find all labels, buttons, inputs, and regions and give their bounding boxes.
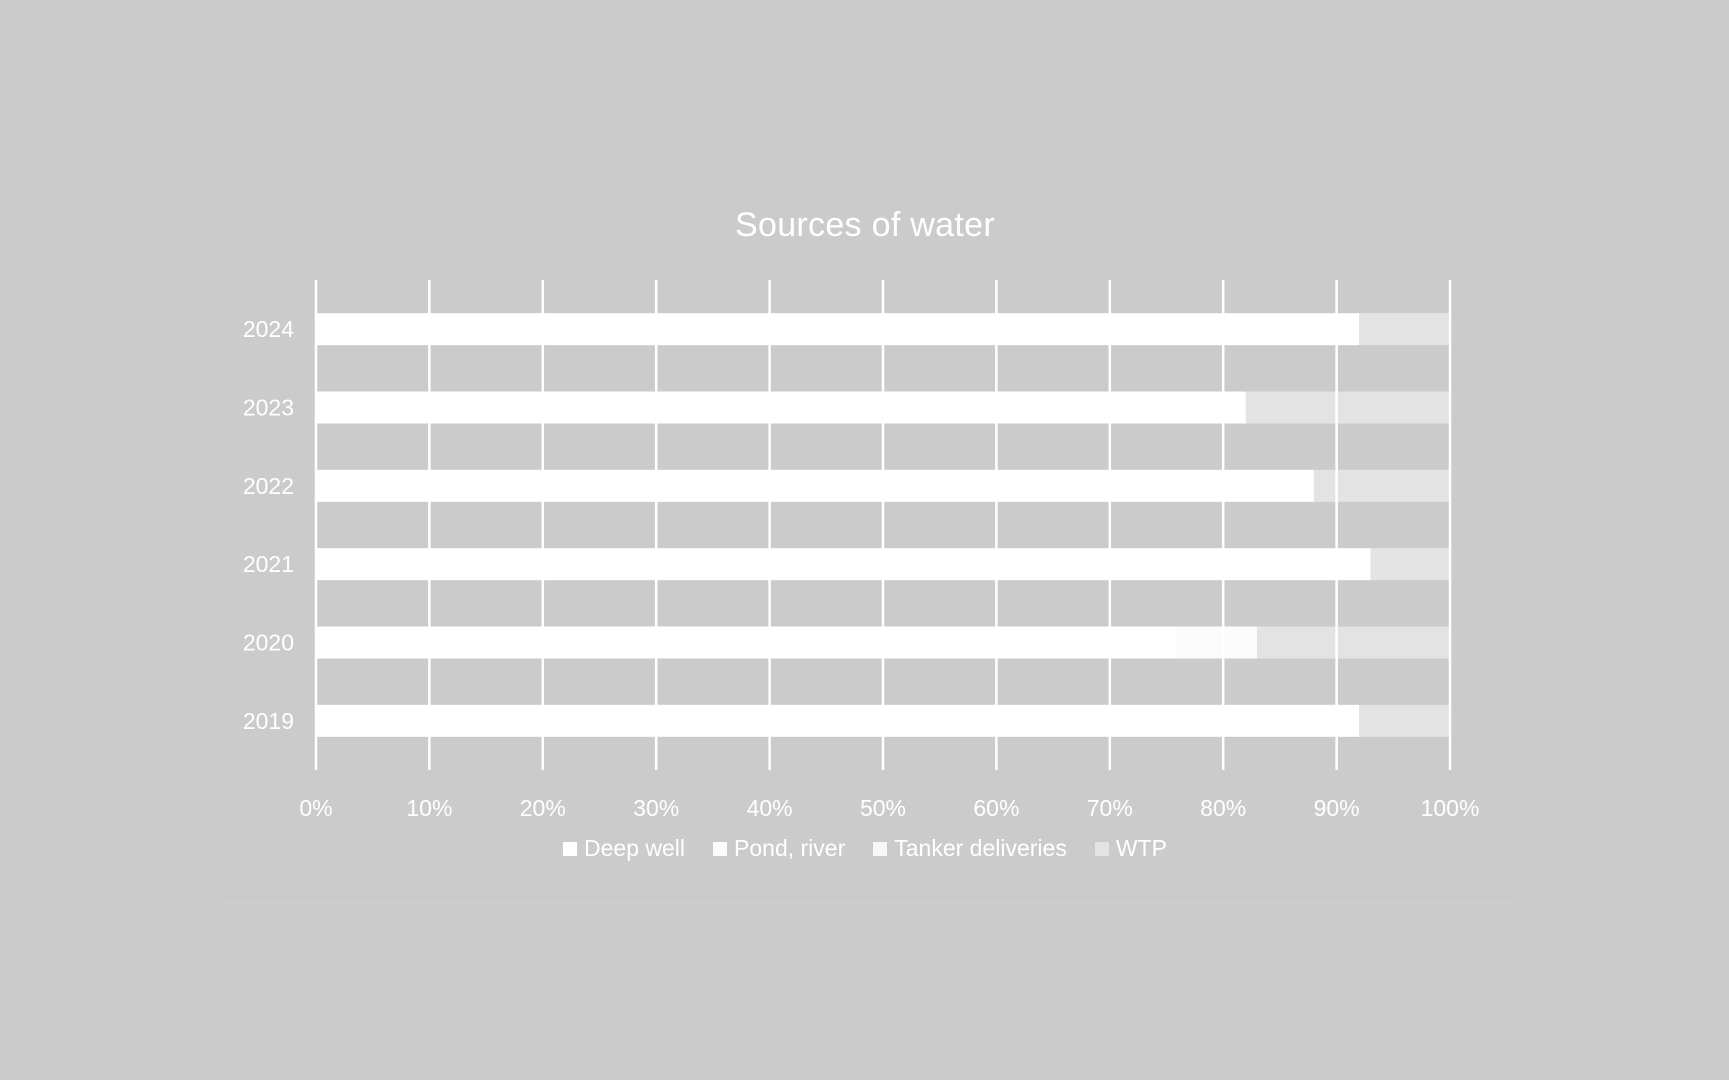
bar-2024-deep-well [316, 313, 1360, 346]
legend-label: WTP [1115, 835, 1167, 861]
bar-2020-wtp [1257, 626, 1450, 659]
legend-label: Pond, river [734, 835, 846, 861]
x-tick-label: 30% [633, 795, 679, 821]
bar-2024-wtp [1359, 313, 1450, 346]
x-tick-label: 60% [973, 795, 1019, 821]
y-tick-label: 2023 [243, 395, 294, 421]
chart-plot: 2024 2023 2022 2021 2020 2019 0% 10% 20% 30% 40% 50… [243, 280, 1480, 821]
x-tick-label: 80% [1200, 795, 1246, 821]
y-tick-label: 2020 [243, 630, 294, 656]
legend-item: Tanker deliveries [873, 835, 1067, 862]
legend-swatch [563, 841, 578, 856]
chart-frame: Sources of water 2024 2023 2022 2021 2020 201… [220, 190, 1510, 897]
bar-2019-deep-well [316, 704, 1360, 737]
y-tick-label: 2022 [243, 473, 294, 499]
legend-item: WTP [1094, 835, 1167, 862]
y-tick-label: 2021 [243, 551, 294, 577]
legend-label: Deep well [584, 835, 686, 861]
x-tick-label: 100% [1421, 795, 1480, 821]
x-tick-label: 50% [860, 795, 906, 821]
x-tick-label: 70% [1087, 795, 1133, 821]
legend-item: Pond, river [713, 835, 845, 862]
legend-swatch [873, 841, 888, 856]
y-tick-label: 2024 [243, 316, 294, 342]
bar-2022-deep-well [316, 469, 1314, 502]
bar-2020-deep-well [316, 626, 1178, 659]
legend-item: Deep well [563, 835, 685, 862]
bar-2023-wtp [1245, 391, 1450, 424]
bar-2020-pond-river [1177, 626, 1258, 659]
x-tick-label: 20% [520, 795, 566, 821]
legend-label: Tanker deliveries [894, 835, 1067, 861]
legend: Deep well Pond, river Tanker deliveries WTP [220, 835, 1510, 862]
bar-2019-wtp [1359, 704, 1450, 737]
legend-swatch [1094, 841, 1109, 856]
bar-2022-wtp [1313, 469, 1450, 502]
x-tick-label: 40% [747, 795, 793, 821]
x-tick-label: 10% [406, 795, 452, 821]
bar-2021-deep-well [316, 548, 1371, 581]
bar-2023-deep-well [316, 391, 1246, 424]
chart-title: Sources of water [735, 206, 995, 244]
bar-2021-wtp [1370, 548, 1450, 581]
x-tick-label: 90% [1314, 795, 1360, 821]
x-tick-label: 0% [299, 795, 332, 821]
legend-swatch [713, 841, 728, 856]
y-tick-label: 2019 [243, 708, 294, 734]
